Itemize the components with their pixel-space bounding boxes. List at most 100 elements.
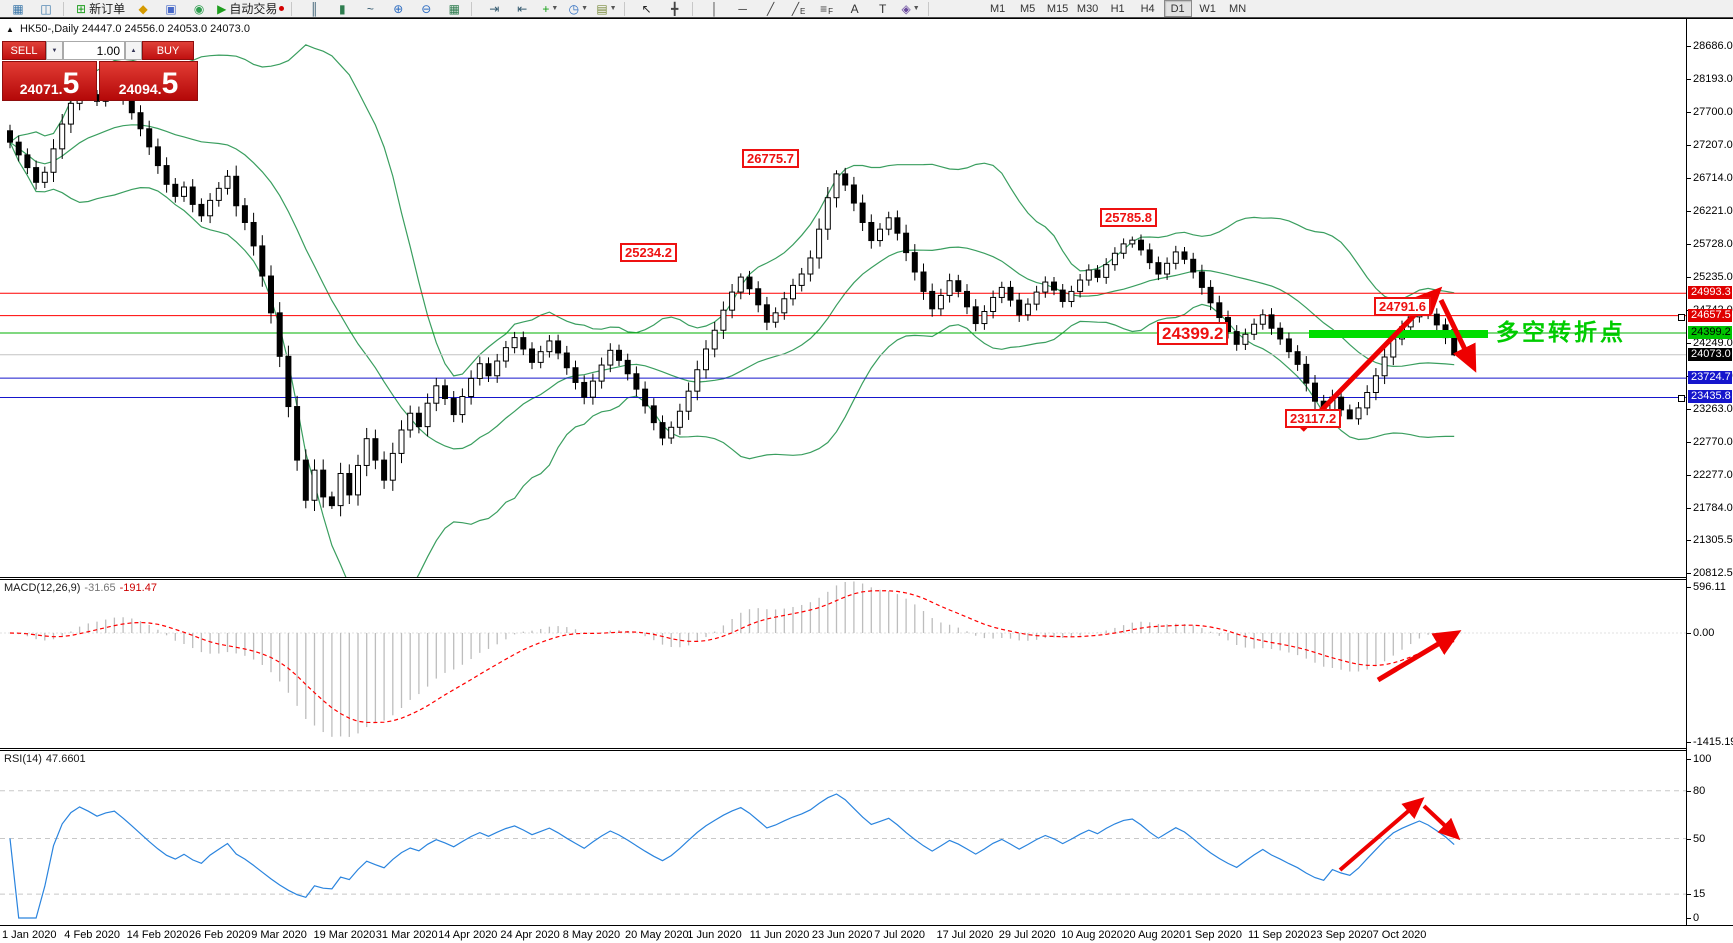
pane-separator[interactable] xyxy=(0,750,1733,751)
axis-tick-mark xyxy=(1687,894,1691,896)
timeframe-m1[interactable]: M1 xyxy=(989,2,1006,15)
volume-increase-button[interactable]: ▲ xyxy=(125,41,142,60)
trendline-icon[interactable]: ╱ xyxy=(758,0,784,18)
swing-price-label[interactable]: 25785.8 xyxy=(1100,208,1157,227)
axis-tick-mark xyxy=(1687,145,1691,147)
date-label: 23 Sep 2020 xyxy=(1310,929,1373,941)
swing-price-label[interactable]: 24399.2 xyxy=(1157,322,1229,345)
timeframe-d1[interactable]: D1 xyxy=(1163,0,1192,17)
swing-price-label[interactable]: 26775.7 xyxy=(742,149,799,168)
new-chart-icon[interactable]: ▦ xyxy=(5,0,31,18)
periods-icon[interactable]: ◷ ▼ xyxy=(565,0,591,18)
main-chart-canvas[interactable] xyxy=(0,19,1686,577)
axis-tick-mark xyxy=(1687,178,1691,180)
candle-body xyxy=(755,288,762,306)
date-label: 20 May 2020 xyxy=(625,929,689,941)
timeframe-h1[interactable]: H1 xyxy=(1110,2,1125,15)
timeframe-mn[interactable]: MN xyxy=(1229,2,1247,15)
vertical-line-icon[interactable]: │ xyxy=(702,0,728,18)
add-indicator-icon[interactable]: + ▼ xyxy=(537,0,563,18)
trend-arrow[interactable] xyxy=(1438,298,1477,373)
scroll-to-end-icon[interactable]: ⇥ xyxy=(481,0,507,18)
bollinger-middle-band xyxy=(9,124,1455,450)
text-label-icon[interactable]: T xyxy=(870,0,896,18)
templates-icon-caret[interactable]: ▼ xyxy=(609,5,617,12)
collapse-icon[interactable]: ▲ xyxy=(6,25,14,34)
rsi-trend-arrow[interactable] xyxy=(1338,797,1425,872)
experts-icon[interactable]: ▣ xyxy=(158,0,184,18)
price-axis[interactable]: 28686.0 28193.0 27700.0 27207.0 26714.0 26221… xyxy=(1686,19,1733,925)
candle-body xyxy=(659,422,666,439)
zoom-out-icon[interactable]: ⊖ xyxy=(413,0,439,18)
arrows-icon-caret[interactable]: ▼ xyxy=(912,5,920,12)
line-drag-handle[interactable] xyxy=(1678,313,1685,321)
candle-body xyxy=(1251,323,1258,335)
candle-body xyxy=(268,275,274,314)
metaeditor-icon[interactable]: ◆ xyxy=(130,0,156,18)
candle-body xyxy=(911,252,918,273)
macd-trend-arrow[interactable] xyxy=(1376,630,1462,683)
rsi-canvas[interactable] xyxy=(0,751,1686,925)
main-chart-pane[interactable]: 26775.7 25234.2 25785.8 24399.2 24791.6 23117… xyxy=(0,19,1686,577)
sell-price-fraction: 5 xyxy=(62,67,80,100)
timeframe-m15[interactable]: M15 xyxy=(1046,2,1069,15)
tile-windows-icon[interactable]: ▦ xyxy=(441,0,467,18)
candle-chart-icon[interactable]: ▮ xyxy=(329,0,355,18)
scroll-to-end-icon: ⇥ xyxy=(489,1,500,16)
rsi-trend-arrow[interactable] xyxy=(1422,804,1461,841)
candle-body xyxy=(546,340,553,353)
macd-canvas[interactable] xyxy=(0,580,1686,748)
timeframe-m5[interactable]: M5 xyxy=(1019,2,1036,15)
pane-separator[interactable] xyxy=(0,579,1733,580)
arrows-icon[interactable]: ◈ ▼ xyxy=(898,0,924,18)
line-chart-icon[interactable]: ~ xyxy=(357,0,383,18)
time-axis[interactable]: 1 Jan 2020 4 Feb 2020 14 Feb 2020 26 Feb 20… xyxy=(0,926,1733,943)
axis-tick-mark xyxy=(1687,742,1691,744)
periods-icon-caret[interactable]: ▼ xyxy=(581,5,589,12)
swing-price-label[interactable]: 24791.6 xyxy=(1374,297,1431,316)
autotrading-button[interactable]: ▶ 自动交易 xyxy=(214,0,287,18)
crosshair-icon[interactable]: ╋ xyxy=(662,0,688,18)
axis-tick-label: 27700.0 xyxy=(1693,106,1733,119)
profiles-icon[interactable]: ◫ xyxy=(33,0,59,18)
toolbar-separator xyxy=(623,1,630,16)
equidistant-channel-icon[interactable]: ╱ E xyxy=(786,0,812,18)
pivot-note-text[interactable]: 多空转折点 xyxy=(1496,319,1626,345)
fibonacci-icon[interactable]: ≡ F xyxy=(814,0,840,18)
axis-tick-mark xyxy=(1687,508,1691,510)
volume-decrease-button[interactable]: ▼ xyxy=(46,41,63,60)
candle-body xyxy=(711,329,718,350)
pane-separator[interactable] xyxy=(0,577,1733,578)
rsi-indicator-pane[interactable]: RSI(14) 47.6601 xyxy=(0,751,1686,925)
buy-price-tile[interactable]: 24094. 5 xyxy=(99,61,198,101)
timeframe-w1[interactable]: W1 xyxy=(1199,2,1216,15)
bar-chart-icon[interactable]: ║ xyxy=(301,0,327,18)
cursor-icon: ↖ xyxy=(641,1,652,16)
date-label: 17 Jul 2020 xyxy=(936,929,994,941)
profiles-icon: ◫ xyxy=(40,1,52,16)
macd-indicator-pane[interactable]: MACD(12,26,9) -31.65 -191.47 xyxy=(0,580,1686,748)
zoom-in-icon[interactable]: ⊕ xyxy=(385,0,411,18)
add-indicator-icon-caret[interactable]: ▼ xyxy=(551,5,559,12)
timeframe-m30[interactable]: M30 xyxy=(1076,2,1099,15)
volume-input[interactable] xyxy=(63,41,125,60)
templates-icon[interactable]: ▤ ▼ xyxy=(593,0,619,18)
swing-price-label[interactable]: 23117.2 xyxy=(1285,409,1342,428)
candle-body xyxy=(998,286,1005,298)
horizontal-line-icon[interactable]: ─ xyxy=(730,0,756,18)
swing-price-label[interactable]: 25234.2 xyxy=(620,243,677,262)
sell-button[interactable]: SELL xyxy=(2,41,46,60)
auto-scroll-icon[interactable]: ⇤ xyxy=(509,0,535,18)
cursor-icon[interactable]: ↖ xyxy=(634,0,660,18)
sell-price-tile[interactable]: 24071. 5 xyxy=(2,61,97,101)
new-order-button[interactable]: ⊞ 新订单 xyxy=(73,0,128,18)
pane-separator[interactable] xyxy=(0,748,1733,749)
candle-body xyxy=(241,205,248,223)
timeframe-h4[interactable]: H4 xyxy=(1140,2,1155,15)
text-icon[interactable]: A xyxy=(842,0,868,18)
signals-icon[interactable]: ◉ xyxy=(186,0,212,18)
line-drag-handle[interactable] xyxy=(1678,395,1685,403)
candle-body xyxy=(1077,279,1084,292)
rsi-line xyxy=(9,793,1455,919)
buy-button[interactable]: BUY xyxy=(142,41,194,60)
